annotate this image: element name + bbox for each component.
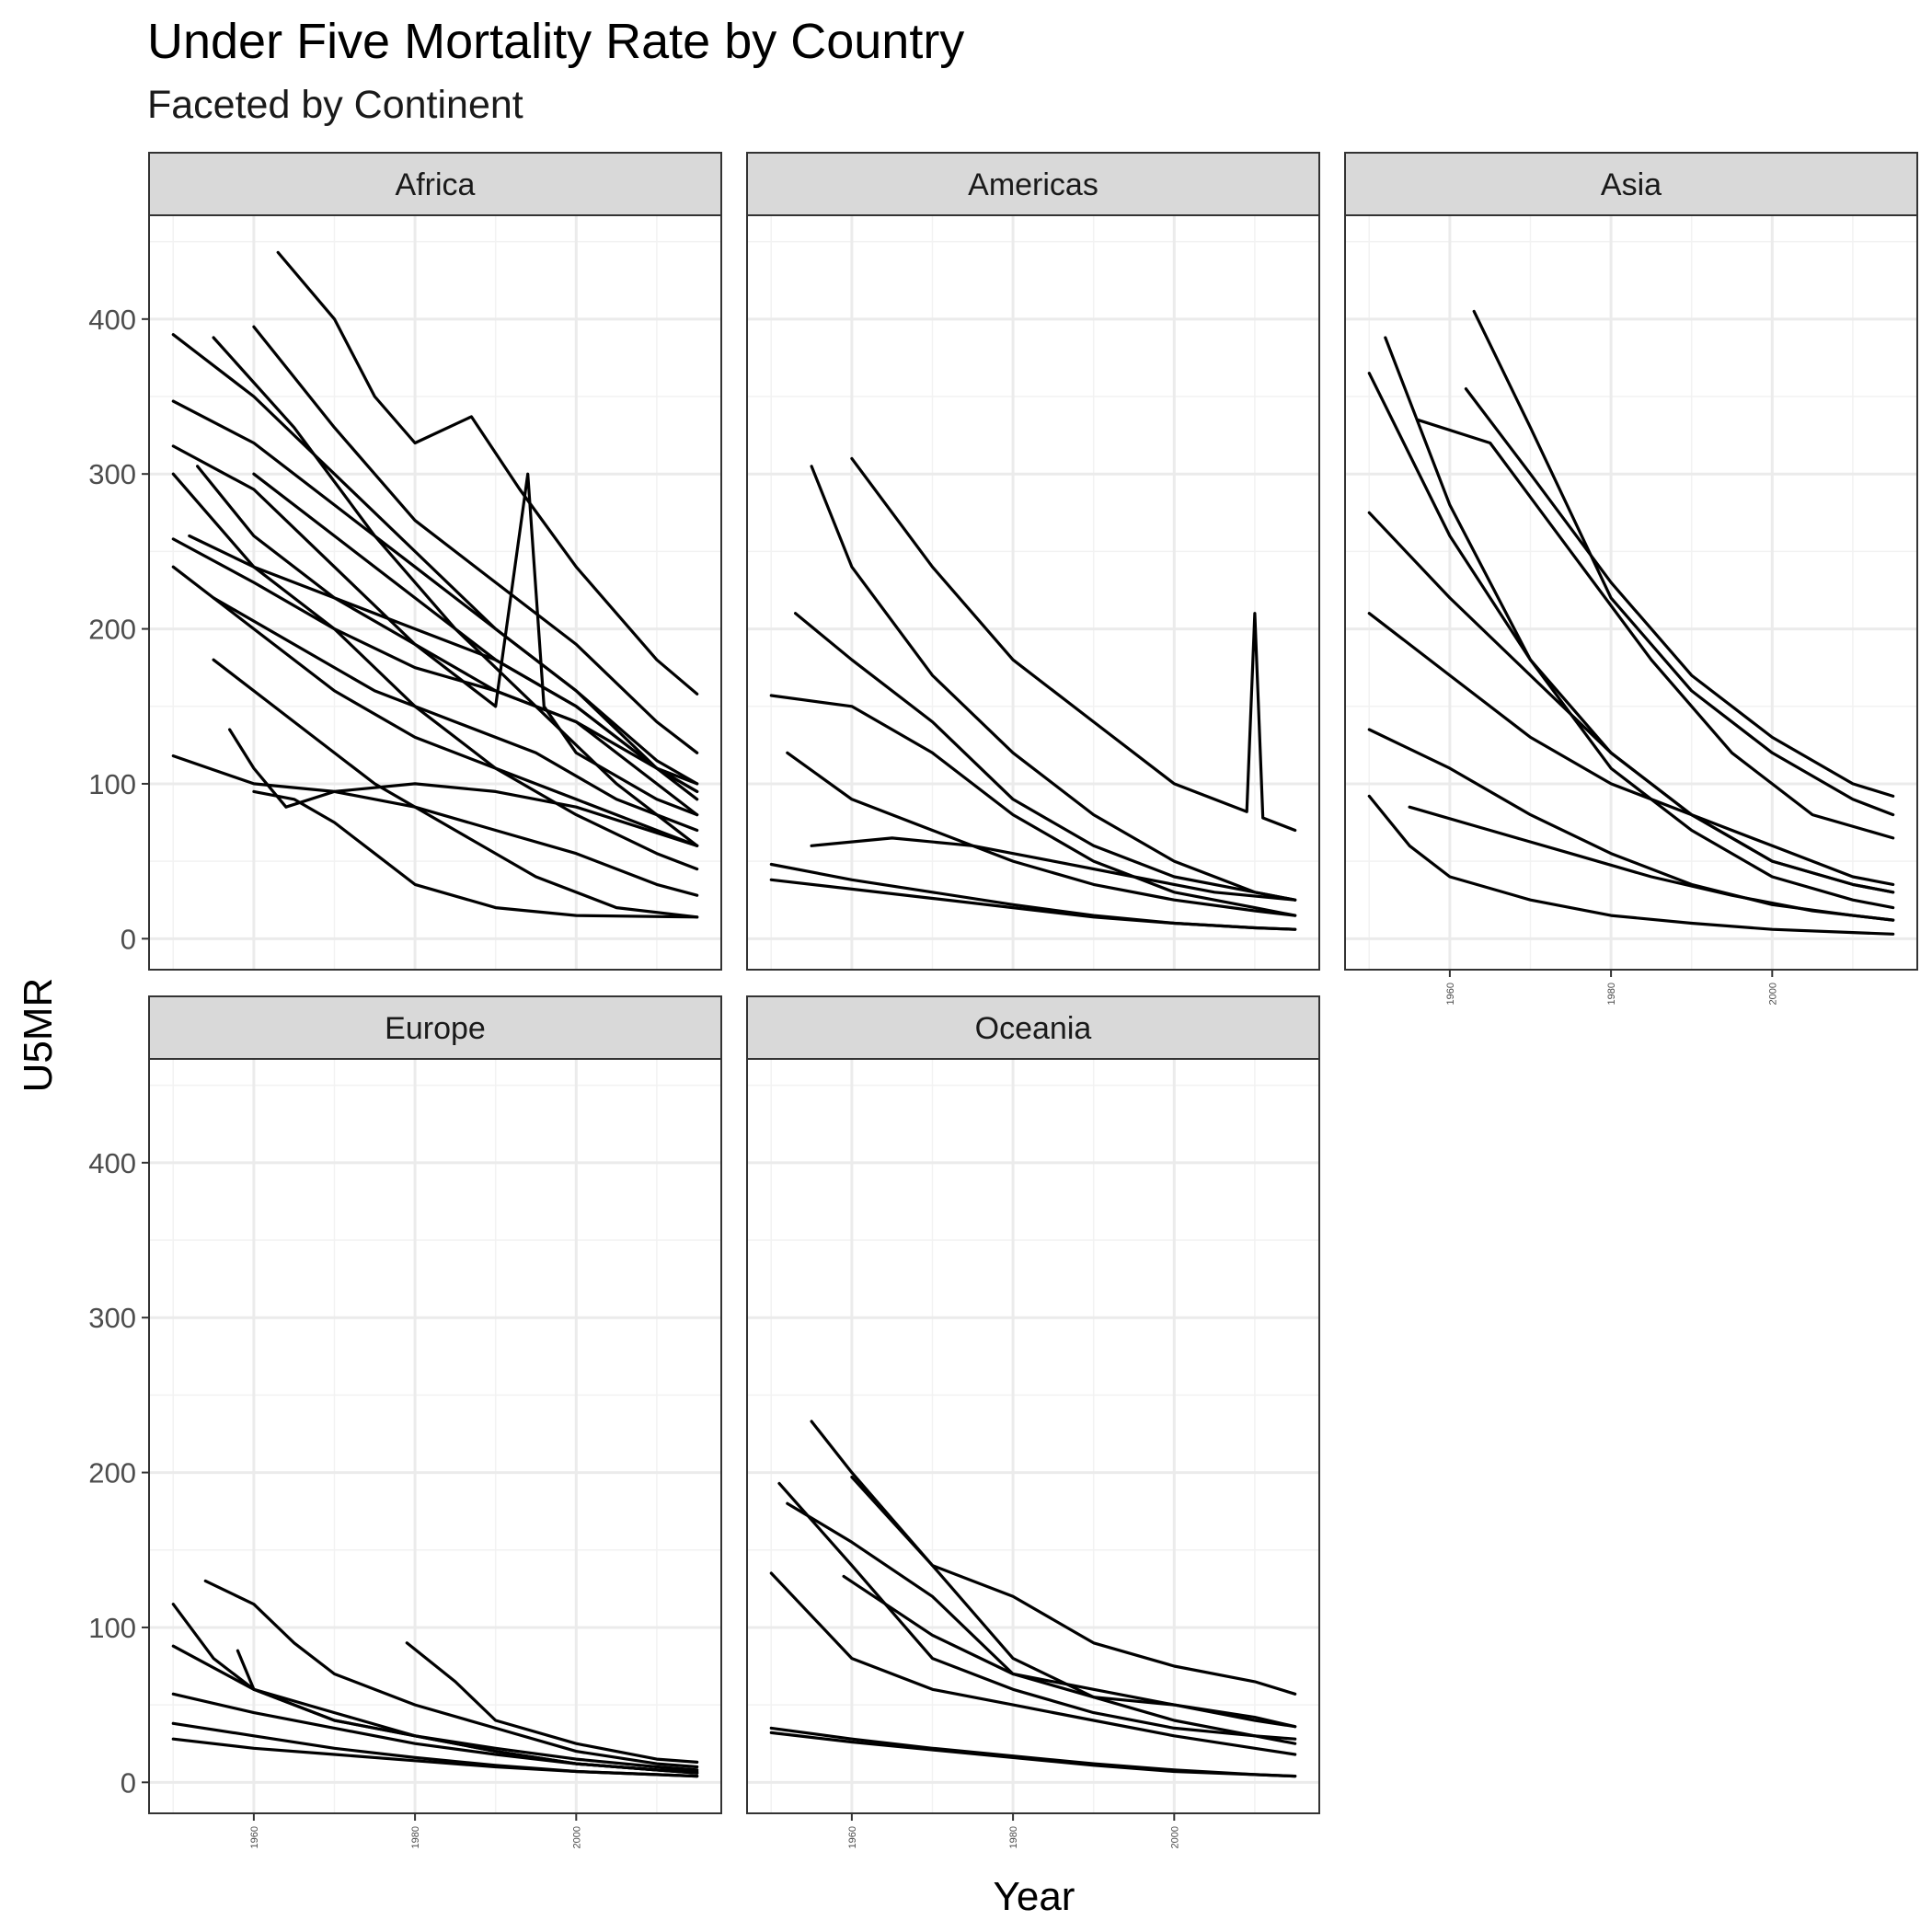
series-line-africa-5	[171, 565, 699, 847]
panel-border	[148, 1058, 722, 1814]
series-line-asia-9	[1367, 511, 1895, 894]
chart-title: Under Five Mortality Rate by Country	[147, 14, 965, 69]
facet-strip-oceania	[746, 995, 1320, 1060]
series-line-africa-4	[171, 537, 699, 817]
facet-label-oceania: Oceania	[975, 1011, 1092, 1046]
series-line-americas-7	[810, 836, 1297, 902]
series-line-oceania-3	[769, 1571, 1297, 1756]
series-line-asia-4	[1416, 418, 1895, 840]
facet-europe: Europe 0 100 200 300 400 1960 1980 2000	[88, 995, 722, 1848]
series-line-americas-6	[794, 612, 1297, 902]
y-tick-label: 0	[121, 1766, 136, 1799]
y-tick-label: 300	[88, 458, 136, 490]
x-axis-title: Year	[994, 1874, 1075, 1919]
series-line-africa-15	[196, 465, 699, 817]
panel-border	[746, 1058, 1320, 1814]
x-tick-label: 2000	[1767, 983, 1778, 1005]
series-line-africa-11	[212, 658, 699, 919]
x-tick-label: 1980	[1008, 1826, 1019, 1848]
facet-label-europe: Europe	[385, 1011, 486, 1046]
series-line-europe-4	[171, 1692, 699, 1775]
panel-background	[149, 1059, 721, 1813]
facet-asia: Asia 1960 1980 2000	[1344, 152, 1918, 1005]
x-tick-label: 1960	[847, 1826, 858, 1848]
y-tick-label: 200	[88, 1457, 136, 1489]
series-line-africa-17	[171, 472, 699, 871]
facet-africa: Africa 0 100 200 300 400	[88, 152, 722, 971]
series-line-americas-8	[786, 751, 1297, 917]
series-line-asia-5	[1367, 612, 1895, 886]
series-line-americas-2	[850, 456, 1297, 833]
series-line-asia-3	[1472, 309, 1895, 817]
panel-border	[148, 214, 722, 971]
chart-subtitle: Faceted by Continent	[147, 83, 523, 127]
series-line-asia-10	[1408, 805, 1895, 922]
y-tick-label: 100	[88, 1612, 136, 1644]
facet-strip-americas	[746, 152, 1320, 216]
facet-strip-europe	[148, 995, 722, 1060]
y-tick-label: 400	[88, 304, 136, 336]
facet-americas: Americas	[746, 152, 1320, 971]
series-line-asia-6	[1367, 794, 1895, 936]
series-line-americas-1	[810, 465, 1297, 902]
series-line-africa-13	[228, 728, 699, 847]
series-line-europe-2	[203, 1579, 699, 1769]
facet-oceania: Oceania 1960 1980 2000	[746, 995, 1320, 1848]
series-line-oceania-8	[842, 1574, 1297, 1729]
series-line-africa-7	[276, 250, 699, 696]
y-tick-label: 300	[88, 1302, 136, 1334]
series-line-asia-8	[1464, 387, 1895, 798]
facet-label-africa: Africa	[396, 167, 476, 202]
facet-label-americas: Americas	[968, 167, 1098, 202]
y-tick-label: 0	[121, 923, 136, 955]
y-tick-label: 400	[88, 1147, 136, 1179]
x-tick-label: 1980	[410, 1826, 421, 1848]
series-line-oceania-1	[810, 1420, 1297, 1696]
panel-background	[1345, 215, 1917, 970]
series-line-africa-3	[171, 444, 699, 793]
series-line-europe-6	[171, 1737, 699, 1778]
panel-border	[746, 214, 1320, 971]
facet-label-asia: Asia	[1601, 167, 1662, 202]
panel-background	[747, 1059, 1319, 1813]
series-line-africa-16	[212, 596, 699, 833]
x-tick-label: 1980	[1606, 983, 1617, 1005]
series-line-europe-8	[236, 1649, 699, 1772]
series-line-europe-7	[405, 1641, 699, 1764]
facet-strip-asia	[1344, 152, 1918, 216]
series-line-africa-1	[171, 333, 699, 793]
x-tick-label: 2000	[1169, 1826, 1180, 1848]
y-tick-label: 200	[88, 614, 136, 646]
series-line-americas-3	[769, 694, 1297, 917]
series-line-africa-9	[252, 325, 699, 754]
series-line-africa-14	[252, 789, 699, 919]
panel-border	[1344, 214, 1918, 971]
series-line-oceania-7	[850, 1476, 1297, 1745]
x-tick-label: 1960	[1445, 983, 1456, 1005]
series-line-oceania-6	[786, 1501, 1297, 1729]
series-line-africa-12	[252, 472, 699, 801]
panel-background	[149, 215, 721, 970]
series-line-oceania-5	[769, 1731, 1297, 1778]
x-tick-label: 1960	[249, 1826, 260, 1848]
y-axis-title: U5MR	[16, 978, 61, 1093]
series-line-americas-5	[769, 878, 1297, 931]
y-tick-label: 100	[88, 768, 136, 800]
series-line-africa-2	[171, 399, 699, 786]
x-tick-label: 2000	[571, 1826, 582, 1848]
